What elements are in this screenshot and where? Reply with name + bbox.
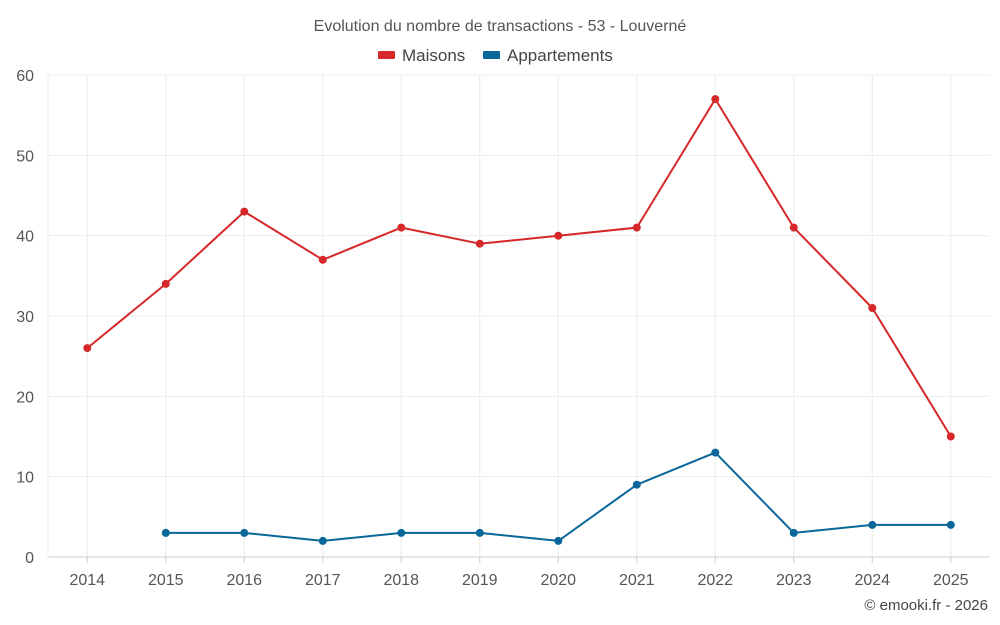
grid: [48, 74, 990, 557]
data-point-maisons[interactable]: [475, 239, 484, 248]
y-tick-label: 20: [16, 389, 34, 406]
x-tick-label: 2022: [697, 572, 733, 589]
legend: Maisons Appartements: [378, 46, 613, 65]
data-point-appartements[interactable]: [318, 536, 327, 545]
x-tick-label: 2015: [148, 572, 184, 589]
data-point-appartements[interactable]: [554, 536, 563, 545]
data-point-appartements[interactable]: [397, 528, 406, 537]
x-tick-label: 2019: [462, 572, 498, 589]
y-tick-label: 50: [16, 148, 34, 165]
y-tick-label: 60: [16, 68, 34, 85]
data-point-appartements[interactable]: [240, 528, 249, 537]
data-point-maisons[interactable]: [711, 95, 720, 104]
series-maisons: [83, 95, 955, 441]
data-point-appartements[interactable]: [946, 520, 955, 529]
data-point-appartements[interactable]: [161, 528, 170, 537]
chart-title: Evolution du nombre de transactions - 53…: [314, 18, 687, 35]
data-point-appartements[interactable]: [789, 528, 798, 537]
plot-area: [83, 95, 955, 545]
x-tick-label: 2014: [69, 572, 105, 589]
data-point-maisons[interactable]: [240, 207, 249, 216]
data-point-appartements[interactable]: [711, 448, 720, 457]
data-point-maisons[interactable]: [789, 223, 798, 232]
legend-label-maisons: Maisons: [402, 46, 465, 65]
data-point-maisons[interactable]: [318, 255, 327, 264]
y-tick-label: 40: [16, 229, 34, 246]
legend-swatch-appartements: [483, 51, 500, 59]
x-tick-label: 2017: [305, 572, 341, 589]
data-point-maisons[interactable]: [554, 231, 563, 240]
data-point-maisons[interactable]: [161, 279, 170, 288]
legend-label-appartements: Appartements: [507, 46, 613, 65]
data-point-appartements[interactable]: [632, 480, 641, 489]
axes: 0 10 20 30 40 50 60 2014 2015 2016 2017 2018 2019 202…: [16, 68, 990, 589]
series-line-maisons: [86, 98, 952, 438]
data-point-maisons[interactable]: [946, 432, 955, 441]
x-tick-label: 2023: [776, 572, 812, 589]
data-point-maisons[interactable]: [397, 223, 406, 232]
credit-text: © emooki.fr - 2026: [864, 597, 988, 614]
y-tick-label: 10: [16, 470, 34, 487]
y-tick-label: 30: [16, 309, 34, 326]
x-tick-label: 2016: [226, 572, 262, 589]
data-point-maisons[interactable]: [868, 304, 877, 312]
legend-item-appartements[interactable]: Appartements: [483, 46, 613, 65]
x-tick-label: 2025: [933, 572, 969, 589]
data-point-appartements[interactable]: [868, 520, 877, 529]
x-tick-label: 2018: [383, 572, 419, 589]
x-tick-label: 2021: [619, 572, 655, 589]
series-appartements: [161, 448, 955, 545]
data-point-appartements[interactable]: [475, 528, 484, 537]
data-point-maisons[interactable]: [83, 344, 92, 353]
x-tick-label: 2020: [540, 572, 576, 589]
legend-swatch-maisons: [378, 51, 395, 59]
data-point-maisons[interactable]: [632, 223, 641, 232]
x-tick-label: 2024: [854, 572, 890, 589]
y-tick-label: 0: [25, 550, 34, 567]
legend-item-maisons[interactable]: Maisons: [378, 46, 465, 65]
